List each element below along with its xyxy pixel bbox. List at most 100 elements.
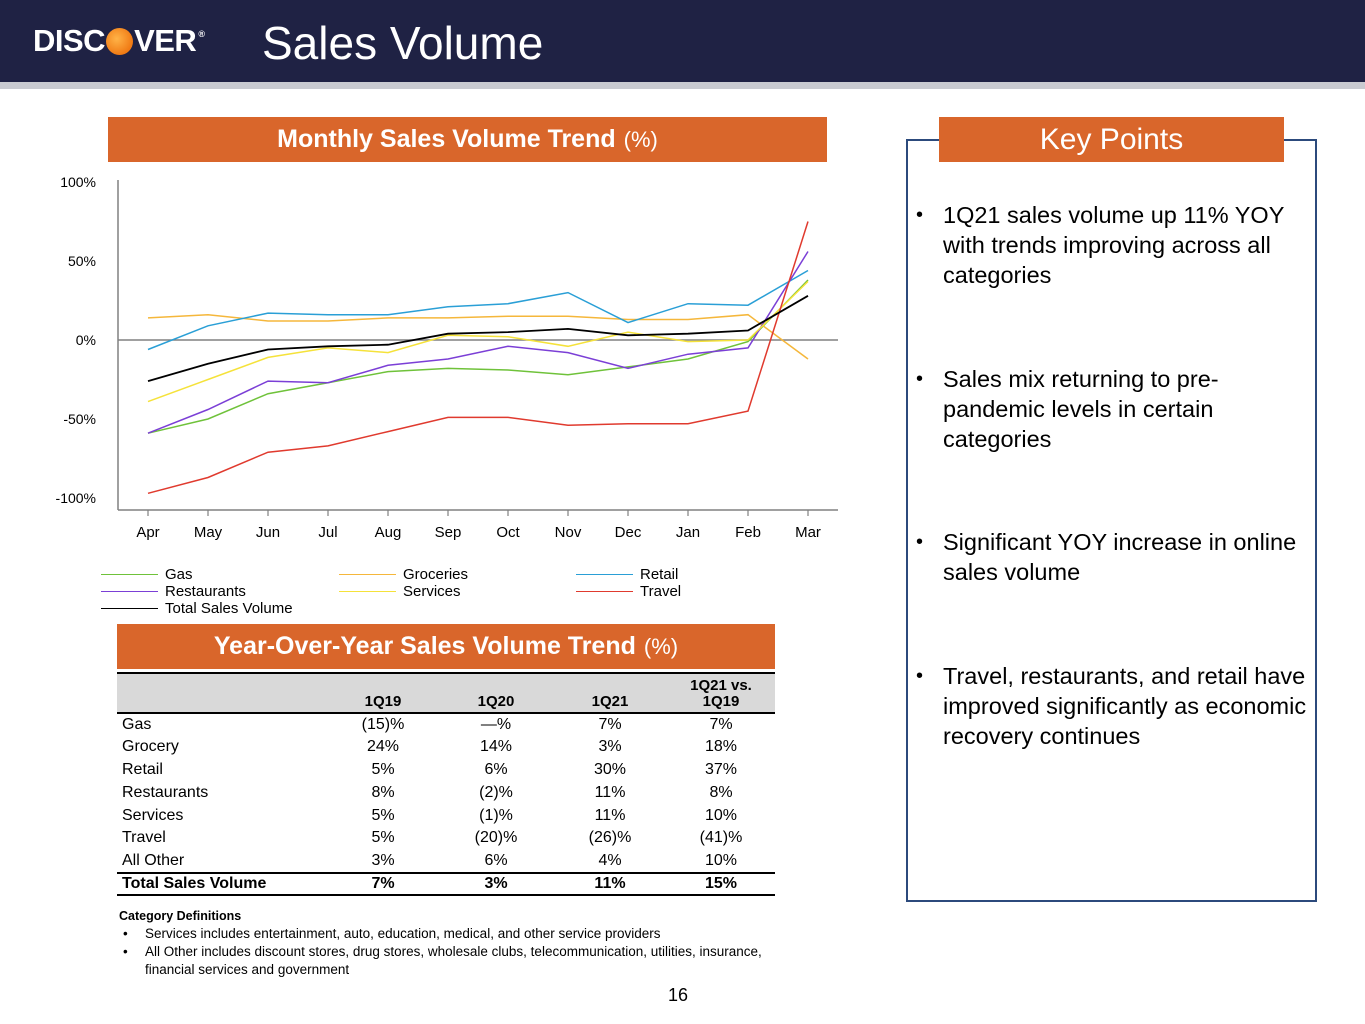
table-header-1q21: 1Q21 — [553, 672, 667, 714]
key-point-item: • Travel, restaurants, and retail have i… — [916, 661, 1311, 751]
table-cell: Gas — [122, 715, 152, 733]
legend-item: Restaurants — [101, 583, 246, 600]
legend-label: Services — [403, 583, 461, 600]
table-cell: 3% — [439, 871, 553, 897]
definition-item: • Services includes entertainment, auto,… — [119, 925, 799, 943]
table-cell: Services — [122, 806, 184, 824]
table-cell: 30% — [593, 760, 627, 778]
table-cell: 14% — [479, 738, 513, 756]
table-row: Services 5% (1)% 11% 10% — [117, 804, 775, 827]
x-tick-label: Apr — [136, 524, 159, 541]
series-line-travel — [147, 221, 809, 495]
monthly-trend-banner: Monthly Sales Volume Trend (%) — [108, 117, 827, 162]
table-row: Travel 5% (20)% (26)% (41)% — [117, 827, 775, 850]
header-stripe — [0, 82, 1365, 89]
monthly-trend-title: Monthly Sales Volume Trend — [277, 125, 616, 153]
table-header-1q19: 1Q19 — [327, 672, 439, 714]
table-cell: 24% — [366, 738, 400, 756]
bullet: • — [916, 368, 924, 390]
category-definitions-title: Category Definitions — [119, 909, 242, 923]
table-cell: (2)% — [479, 783, 513, 801]
table-cell: 11% — [594, 806, 626, 824]
y-tick-label: -100% — [56, 490, 96, 506]
table-cell: All Other — [122, 851, 185, 869]
table-cell: 7% — [709, 715, 733, 733]
legend-item: Retail — [576, 566, 678, 583]
table-cell: 37% — [704, 760, 738, 778]
legend-item: Gas — [101, 566, 193, 583]
logo-orange-dot — [106, 27, 134, 55]
chart-legend: Gas Groceries Retail Restaurants Services Tra… — [101, 566, 801, 618]
x-tick-label: Oct — [496, 524, 520, 541]
yoy-trend-unit: (%) — [643, 633, 679, 659]
legend-swatch — [101, 591, 158, 592]
table-row: Retail 5% 6% 30% 37% — [117, 759, 775, 782]
x-tick-label: Sep — [435, 524, 462, 541]
table-cell: 6% — [484, 760, 508, 778]
table-cell: 8% — [709, 783, 733, 801]
table-cell: (1)% — [479, 806, 513, 824]
table-cell: (26)% — [588, 829, 632, 847]
table-cell: 5% — [371, 760, 395, 778]
table-row: Restaurants 8% (2)% 11% 8% — [117, 781, 775, 804]
table-header-row: 1Q19 1Q20 1Q21 1Q21 vs. 1Q19 — [117, 672, 775, 714]
table-cell: 10% — [704, 806, 738, 824]
x-tick-label: Jul — [318, 524, 337, 541]
discover-logo: DISC VER ® — [33, 23, 205, 59]
table-cell: 4% — [598, 851, 622, 869]
legend-label: Gas — [165, 566, 193, 583]
x-tick-label: Jan — [676, 524, 700, 541]
table-cell: 7% — [327, 871, 439, 897]
legend-item: Services — [339, 583, 461, 600]
monthly-trend-chart: 100% 50% 0% -50% -100% Apr May Jun Jul Aug Sep Oct N… — [56, 174, 838, 541]
legend-label: Travel — [640, 583, 682, 600]
table-header-category — [117, 672, 327, 714]
table-cell: 6% — [484, 851, 508, 869]
yoy-trend-banner: Year-Over-Year Sales Volume Trend (%) — [117, 624, 775, 669]
legend-label: Total Sales Volume — [165, 600, 293, 617]
table-cell: 10% — [704, 851, 738, 869]
page-title: Sales Volume — [262, 17, 544, 69]
key-points-title: Key Points — [1039, 122, 1184, 156]
legend-swatch — [101, 608, 158, 609]
definition-text: Services includes entertainment, auto, e… — [145, 926, 661, 941]
series-line-gas — [147, 279, 809, 434]
key-points-box — [906, 139, 1317, 902]
y-tick-label: -50% — [63, 411, 96, 427]
legend-swatch — [576, 591, 633, 592]
table-cell: Total Sales Volume — [117, 871, 327, 897]
table-header-1q20: 1Q20 — [439, 672, 553, 714]
series-line-services — [147, 280, 809, 403]
y-tick-label: 50% — [68, 253, 96, 269]
key-point-item: • Sales mix returning to pre-pandemic le… — [916, 364, 1311, 454]
table-cell: 3% — [598, 738, 622, 756]
x-tick-label: May — [194, 524, 223, 541]
definition-text: All Other includes discount stores, drug… — [145, 944, 762, 977]
table-cell: (15)% — [361, 715, 405, 733]
table-row: Grocery 24% 14% 3% 18% — [117, 736, 775, 759]
legend-label: Retail — [640, 566, 679, 583]
bullet: • — [916, 665, 924, 687]
y-tick-label: 100% — [60, 174, 96, 190]
key-point-text: Significant YOY increase in online sales… — [943, 529, 1297, 585]
key-point-item: • 1Q21 sales volume up 11% YOY with tren… — [916, 200, 1311, 290]
bullet: • — [916, 531, 924, 553]
table-cell: —% — [480, 715, 512, 733]
x-tick-label: Mar — [795, 524, 821, 541]
table-cell: (20)% — [474, 829, 518, 847]
key-point-item: • Significant YOY increase in online sal… — [916, 527, 1311, 587]
x-tick-label: Nov — [555, 524, 582, 541]
table-row: All Other 3% 6% 4% 10% — [117, 850, 775, 873]
table-cell: Grocery — [122, 738, 179, 756]
table-cell: 15% — [667, 871, 775, 897]
table-total-row: Total Sales Volume 7% 3% 11% 15% — [117, 871, 775, 897]
table-cell: 5% — [371, 806, 395, 824]
table-cell: Travel — [122, 829, 166, 847]
key-points-banner: Key Points — [939, 117, 1284, 162]
series-line-retail — [147, 269, 809, 351]
legend-label: Restaurants — [165, 583, 246, 600]
legend-swatch — [339, 574, 396, 575]
x-tick-label: Jun — [256, 524, 280, 541]
table-header-1q21-vs-line2: 1Q19 — [702, 693, 740, 710]
bullet: • — [123, 926, 128, 941]
